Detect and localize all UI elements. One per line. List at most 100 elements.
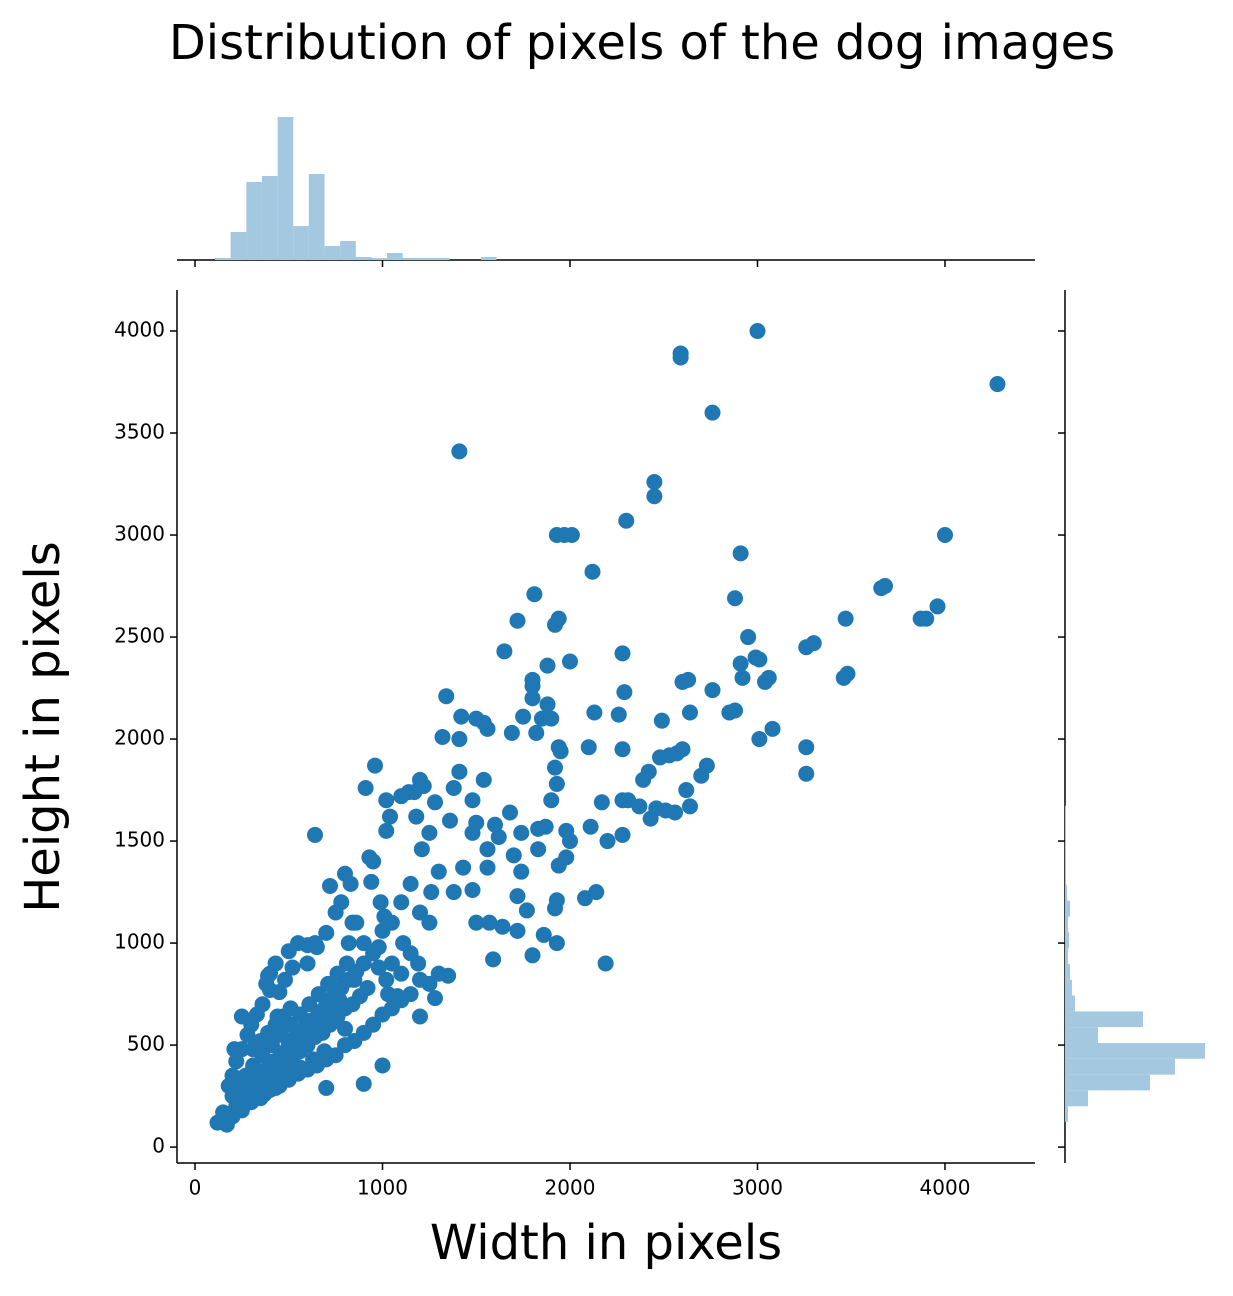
point (618, 512, 635, 529)
point (513, 824, 530, 841)
point (599, 833, 616, 850)
point (262, 981, 278, 998)
point (307, 826, 323, 843)
point (548, 775, 565, 792)
hist-bar (1065, 963, 1070, 980)
point (805, 635, 822, 652)
point (642, 810, 659, 827)
point (359, 979, 376, 996)
point (282, 1000, 299, 1017)
point (530, 841, 547, 858)
hist-bar (371, 258, 387, 260)
point (475, 771, 492, 788)
point (631, 798, 648, 815)
hist-bar (293, 226, 309, 260)
x-tick-label: 0 (189, 1176, 202, 1200)
point (732, 545, 749, 562)
hist-bar (324, 246, 341, 260)
point (329, 965, 346, 982)
point (552, 743, 569, 760)
hist-bar (1065, 821, 1066, 838)
point (693, 767, 710, 784)
point (682, 798, 698, 815)
point (989, 376, 1006, 393)
point (367, 757, 383, 774)
point (357, 780, 374, 797)
hist-bar (215, 258, 231, 260)
point (610, 706, 627, 723)
x-axis-label: Width in pixels (430, 1215, 782, 1271)
point (562, 653, 578, 670)
hist-bar (1065, 1043, 1205, 1059)
point (421, 914, 438, 931)
hist-bar (1065, 869, 1066, 885)
point (402, 875, 419, 892)
point (310, 986, 327, 1003)
point (284, 959, 301, 976)
point (402, 945, 419, 962)
point (402, 986, 419, 1003)
point (877, 578, 893, 595)
point (320, 975, 337, 992)
point (455, 859, 472, 876)
hist-bar (1065, 916, 1068, 933)
point (513, 863, 530, 880)
hist-bar (434, 258, 450, 260)
point (318, 924, 335, 941)
point (464, 792, 481, 809)
hist-bar (277, 117, 294, 260)
point (355, 935, 372, 952)
point (582, 818, 599, 835)
point (430, 965, 447, 982)
point (584, 563, 601, 580)
point (680, 671, 697, 688)
point (734, 669, 751, 686)
point (547, 900, 563, 917)
hist-bar (418, 258, 435, 260)
x-tick-label: 4000 (920, 1176, 971, 1200)
hist-bar (1065, 995, 1075, 1012)
point (479, 841, 496, 858)
point (652, 749, 668, 766)
hist-bar (1065, 1058, 1175, 1075)
point (543, 710, 560, 727)
hist-bar (1065, 837, 1066, 854)
point (524, 947, 541, 964)
hist-bar (1065, 1027, 1098, 1044)
point (374, 1057, 391, 1074)
point (515, 708, 532, 725)
point (614, 645, 631, 662)
hist-bar (1065, 805, 1066, 822)
point (481, 914, 498, 931)
point (757, 673, 773, 690)
point (226, 1041, 243, 1058)
point (918, 610, 935, 627)
point (374, 922, 391, 939)
point (937, 527, 953, 544)
point (393, 965, 410, 982)
point (382, 808, 398, 825)
hist-bar (1065, 1090, 1088, 1107)
hist-bar (1065, 979, 1072, 996)
point (337, 865, 353, 882)
y-axis-label: Height in pixels (15, 541, 71, 913)
point (929, 598, 946, 615)
point (318, 1079, 335, 1096)
point (408, 808, 425, 825)
point (732, 655, 749, 672)
hist-bar (1065, 932, 1069, 949)
point (547, 616, 563, 633)
point (464, 824, 481, 841)
point (550, 857, 567, 874)
x-tick-label: 1000 (357, 1176, 408, 1200)
point (421, 975, 438, 992)
hist-bar (355, 257, 372, 260)
point (445, 780, 462, 797)
x-tick-label: 3000 (732, 1176, 783, 1200)
x-tick-label: 2000 (545, 1176, 596, 1200)
point (764, 720, 781, 737)
point (740, 629, 757, 646)
hist-bar (246, 182, 262, 260)
point (340, 935, 357, 952)
point (355, 955, 372, 972)
